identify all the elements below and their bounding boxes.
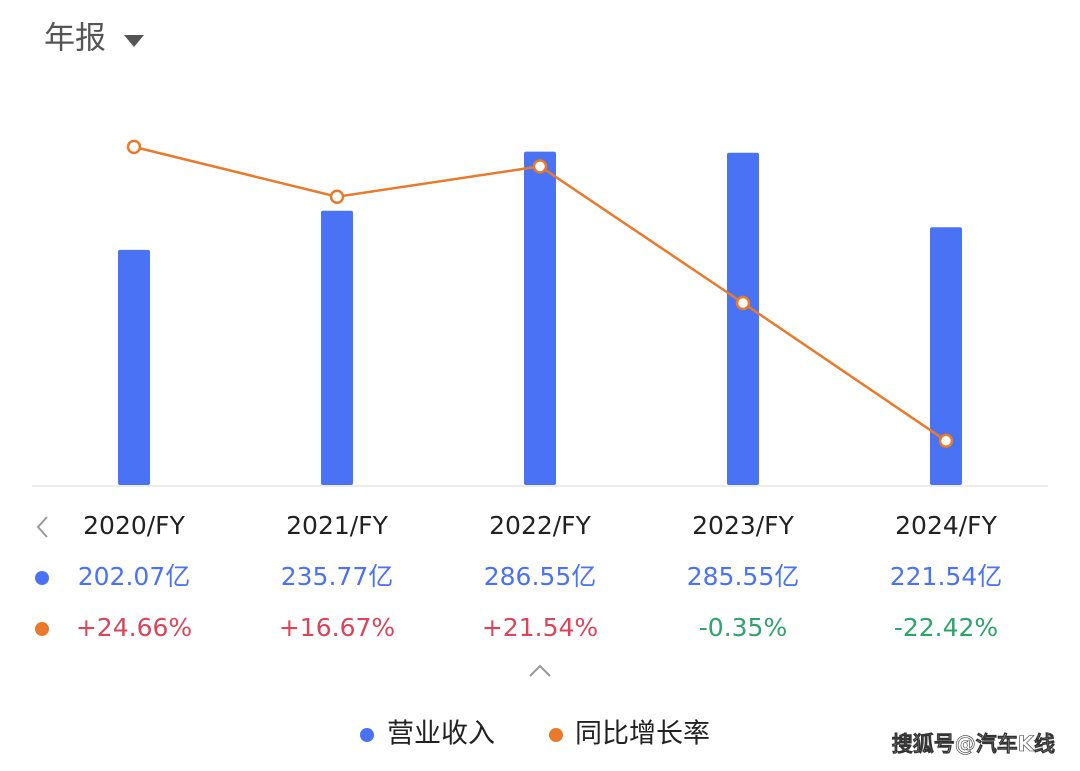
bar	[930, 227, 962, 485]
prev-arrow[interactable]	[36, 516, 48, 538]
value-label: 202.07亿	[78, 562, 190, 591]
value-label: +24.66%	[76, 613, 192, 642]
legend-marker	[549, 728, 563, 742]
bar	[727, 152, 759, 485]
value-label: 235.77亿	[281, 562, 393, 591]
line-point	[532, 159, 548, 174]
line-point	[126, 139, 142, 155]
row-marker	[35, 622, 49, 636]
legend-marker	[360, 728, 374, 742]
chart-title: 年报	[44, 21, 106, 57]
dropdown-arrow[interactable]	[124, 35, 144, 47]
legend-label: 同比增长率	[575, 719, 710, 750]
x-tick-label: 2023/FY	[692, 511, 794, 540]
collapse-arrow[interactable]	[529, 664, 551, 677]
line-point	[938, 433, 954, 449]
line-point	[735, 295, 751, 311]
line-point	[329, 189, 345, 204]
bar	[524, 151, 556, 485]
x-tick-label: 2020/FY	[83, 511, 185, 540]
row-marker	[35, 571, 49, 585]
value-label: -0.35%	[699, 613, 787, 642]
x-tick-label: 2024/FY	[895, 511, 997, 540]
value-label: 285.55亿	[687, 562, 799, 591]
value-label: 286.55亿	[484, 562, 596, 591]
value-label: 221.54亿	[890, 562, 1002, 591]
bar	[118, 249, 150, 485]
value-label: +21.54%	[482, 613, 598, 642]
value-label: -22.42%	[894, 613, 998, 642]
x-tick-label: 2022/FY	[489, 511, 591, 540]
watermark: 搜狐号@汽车K线	[892, 732, 1055, 756]
legend-label: 营业收入	[387, 719, 495, 750]
value-label: +16.67%	[279, 613, 395, 642]
bar	[321, 210, 353, 486]
x-tick-label: 2021/FY	[286, 511, 388, 540]
